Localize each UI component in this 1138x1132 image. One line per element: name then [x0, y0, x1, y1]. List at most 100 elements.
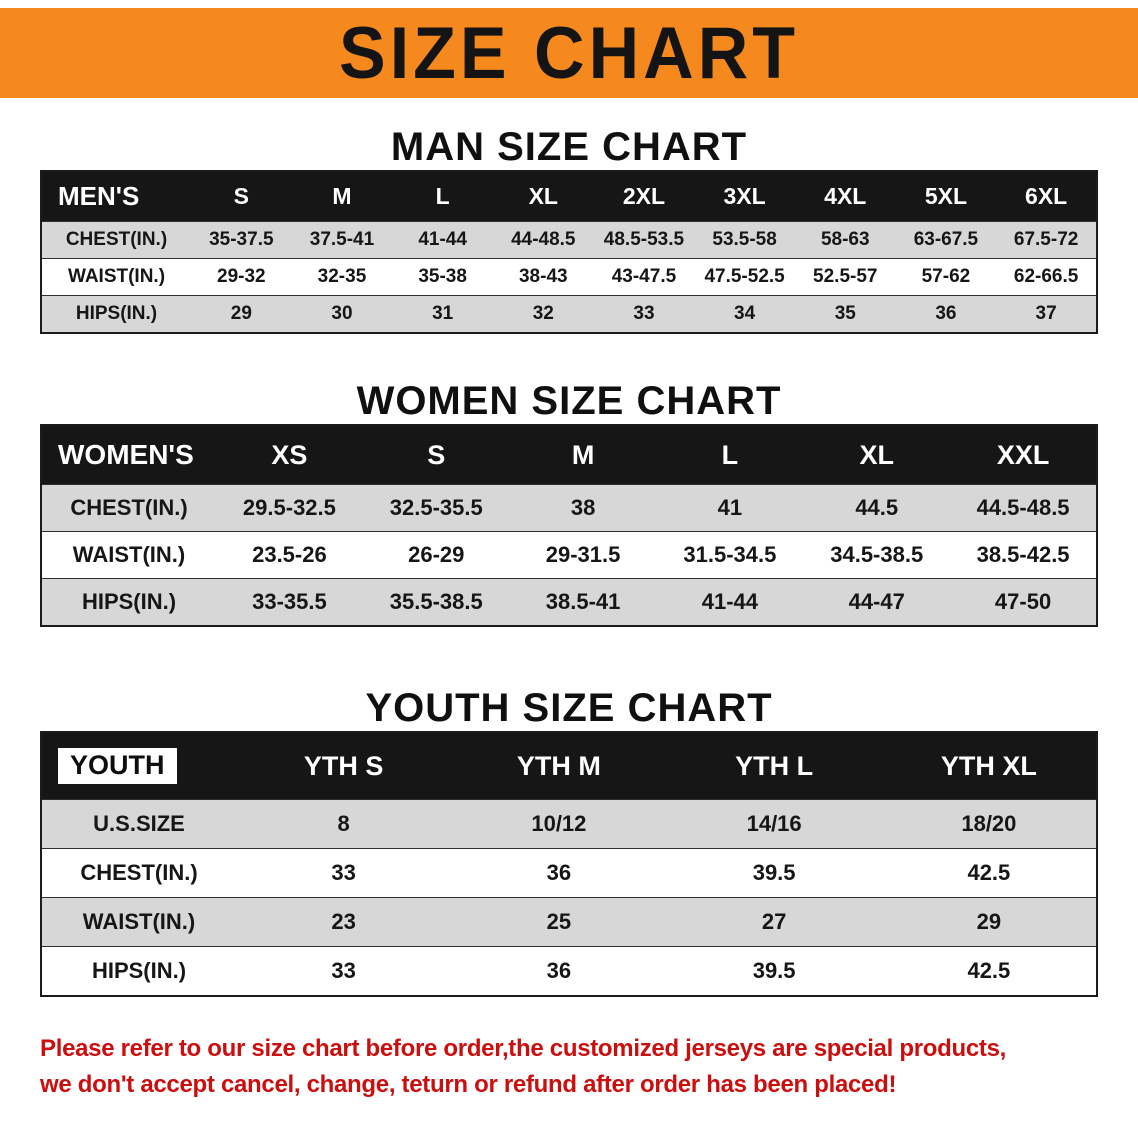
size-value: 42.5: [881, 946, 1097, 996]
size-value: 38.5-42.5: [950, 531, 1097, 579]
size-value: 32-35: [291, 258, 393, 296]
size-value: 35.5-38.5: [362, 578, 510, 626]
table-row: WAIST(IN.) 23.5-26 26-29 29-31.5 31.5-34.5 34…: [41, 531, 1097, 579]
size-value: 44-48.5: [492, 221, 594, 259]
size-value: 35: [794, 295, 896, 333]
size-column-header: S: [191, 171, 292, 222]
row-label: CHEST(IN.): [41, 484, 216, 532]
size-value: 36: [451, 848, 667, 898]
size-value: 34.5-38.5: [803, 531, 951, 579]
size-value: 32: [492, 295, 594, 333]
size-value: 36: [895, 295, 997, 333]
size-column-header: M: [291, 171, 393, 222]
row-label: HIPS(IN.): [41, 578, 216, 626]
size-column-header: XXL: [950, 425, 1097, 485]
womens-header-row: WOMEN'S XS S M L XL XXL: [41, 425, 1097, 485]
size-value: 41-44: [392, 221, 493, 259]
man-size-chart-heading: MAN SIZE CHART: [390, 125, 748, 169]
table-row: HIPS(IN.) 33-35.5 35.5-38.5 38.5-41 41-44 44-…: [41, 578, 1097, 626]
size-value: 47-50: [950, 578, 1097, 626]
size-value: 32.5-35.5: [362, 484, 510, 532]
size-value: 48.5-53.5: [593, 221, 695, 259]
size-value: 44.5-48.5: [950, 484, 1097, 532]
size-column-header: XS: [216, 425, 363, 485]
size-value: 29.5-32.5: [216, 484, 363, 532]
table-row: CHEST(IN.) 35-37.5 37.5-41 41-44 44-48.5 48.5…: [41, 221, 1097, 259]
size-value: 23: [236, 897, 452, 947]
size-value: 44.5: [803, 484, 951, 532]
youth-size-table: YOUTH YTH S YTH M YTH L YTH XL U.S.SIZE 8 10/1…: [40, 731, 1098, 997]
size-value: 37: [996, 295, 1097, 333]
size-value: 23.5-26: [216, 531, 363, 579]
size-value: 37.5-41: [291, 221, 393, 259]
size-value: 58-63: [794, 221, 896, 259]
table-row: WAIST(IN.) 29-32 32-35 35-38 38-43 43-47.5 47.…: [41, 258, 1097, 296]
table-corner-label: WOMEN'S: [41, 425, 216, 485]
table-row: HIPS(IN.) 29 30 31 32 33 34 35 36 37: [41, 295, 1097, 333]
size-column-header: YTH S: [236, 732, 452, 800]
mens-table-body: CHEST(IN.) 35-37.5 37.5-41 41-44 44-48.5 48.5…: [41, 221, 1097, 333]
size-column-header: 4XL: [794, 171, 896, 222]
size-value: 31.5-34.5: [656, 531, 804, 579]
size-value: 35-37.5: [191, 221, 292, 259]
row-label: HIPS(IN.): [41, 946, 236, 996]
table-corner-label: YOUTH: [41, 732, 236, 800]
size-value: 29: [191, 295, 292, 333]
size-value: 18/20: [881, 799, 1097, 849]
table-row: WAIST(IN.) 23 25 27 29: [41, 897, 1097, 947]
size-value: 14/16: [666, 799, 882, 849]
size-value: 38.5-41: [509, 578, 657, 626]
size-value: 41: [656, 484, 804, 532]
size-column-header: YTH M: [451, 732, 667, 800]
row-label: WAIST(IN.): [41, 531, 216, 579]
size-value: 57-62: [895, 258, 997, 296]
table-row: CHEST(IN.) 33 36 39.5 42.5: [41, 848, 1097, 898]
size-value: 38-43: [492, 258, 594, 296]
size-column-header: M: [509, 425, 657, 485]
size-column-header: 5XL: [895, 171, 997, 222]
womens-table-body: CHEST(IN.) 29.5-32.5 32.5-35.5 38 41 44.5 44.5…: [41, 484, 1097, 626]
size-value: 36: [451, 946, 667, 996]
mens-header-row: MEN'S S M L XL 2XL 3XL 4XL 5XL 6XL: [41, 171, 1097, 222]
disclaimer-line-2: we don't accept cancel, change, teturn o…: [40, 1071, 897, 1098]
table-row: CHEST(IN.) 29.5-32.5 32.5-35.5 38 41 44.5 44.5…: [41, 484, 1097, 532]
row-label: CHEST(IN.): [41, 221, 191, 259]
size-value: 53.5-58: [694, 221, 795, 259]
size-value: 33: [236, 946, 452, 996]
size-column-header: S: [362, 425, 510, 485]
size-value: 33: [593, 295, 695, 333]
table-row: HIPS(IN.) 33 36 39.5 42.5: [41, 946, 1097, 996]
table-row: U.S.SIZE 8 10/12 14/16 18/20: [41, 799, 1097, 849]
row-label: HIPS(IN.): [41, 295, 191, 333]
size-column-header: 6XL: [996, 171, 1097, 222]
row-label: WAIST(IN.): [41, 258, 191, 296]
mens-size-table: MEN'S S M L XL 2XL 3XL 4XL 5XL 6XL CHEST(IN.) 35-3…: [40, 170, 1098, 334]
size-value: 29-32: [191, 258, 292, 296]
size-value: 31: [392, 295, 493, 333]
size-value: 27: [666, 897, 882, 947]
size-value: 62-66.5: [996, 258, 1097, 296]
size-value: 47.5-52.5: [694, 258, 795, 296]
disclaimer-line-1: Please refer to our size chart before or…: [40, 1035, 1006, 1062]
table-corner-highlight: YOUTH: [58, 748, 177, 784]
size-value: 29: [881, 897, 1097, 947]
size-value: 29-31.5: [509, 531, 657, 579]
size-column-header: L: [656, 425, 804, 485]
size-value: 38: [509, 484, 657, 532]
size-value: 42.5: [881, 848, 1097, 898]
row-label: WAIST(IN.): [41, 897, 236, 947]
size-value: 43-47.5: [593, 258, 695, 296]
disclaimer-note: Please refer to our size chart before or…: [40, 1031, 1120, 1103]
youth-header-row: YOUTH YTH S YTH M YTH L YTH XL: [41, 732, 1097, 800]
size-column-header: L: [392, 171, 493, 222]
banner-title: SIZE CHART: [339, 12, 799, 94]
size-column-header: YTH XL: [881, 732, 1097, 800]
size-value: 34: [694, 295, 795, 333]
size-column-header: XL: [492, 171, 594, 222]
size-column-header: 2XL: [593, 171, 695, 222]
size-value: 30: [291, 295, 393, 333]
womens-size-table: WOMEN'S XS S M L XL XXL CHEST(IN.) 29.5-32.5 32.…: [40, 424, 1098, 627]
size-value: 33-35.5: [216, 578, 363, 626]
youth-table-body: U.S.SIZE 8 10/12 14/16 18/20 CHEST(IN.) 33 36 39…: [41, 799, 1097, 996]
